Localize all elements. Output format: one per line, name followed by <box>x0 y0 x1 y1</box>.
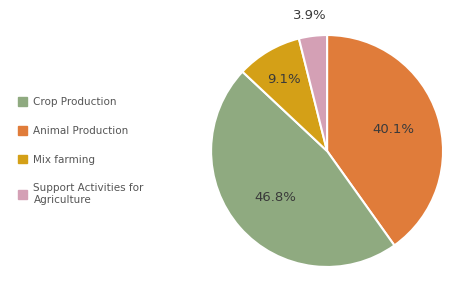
Text: 46.8%: 46.8% <box>254 191 296 204</box>
Wedge shape <box>243 38 327 151</box>
Wedge shape <box>299 35 327 151</box>
Text: 9.1%: 9.1% <box>267 73 301 86</box>
Legend: Crop Production, Animal Production, Mix farming, Support Activities for
Agricult: Crop Production, Animal Production, Mix … <box>15 94 147 208</box>
Wedge shape <box>327 35 443 246</box>
Text: 40.1%: 40.1% <box>372 123 414 136</box>
Wedge shape <box>211 72 394 267</box>
Text: 3.9%: 3.9% <box>292 9 326 22</box>
